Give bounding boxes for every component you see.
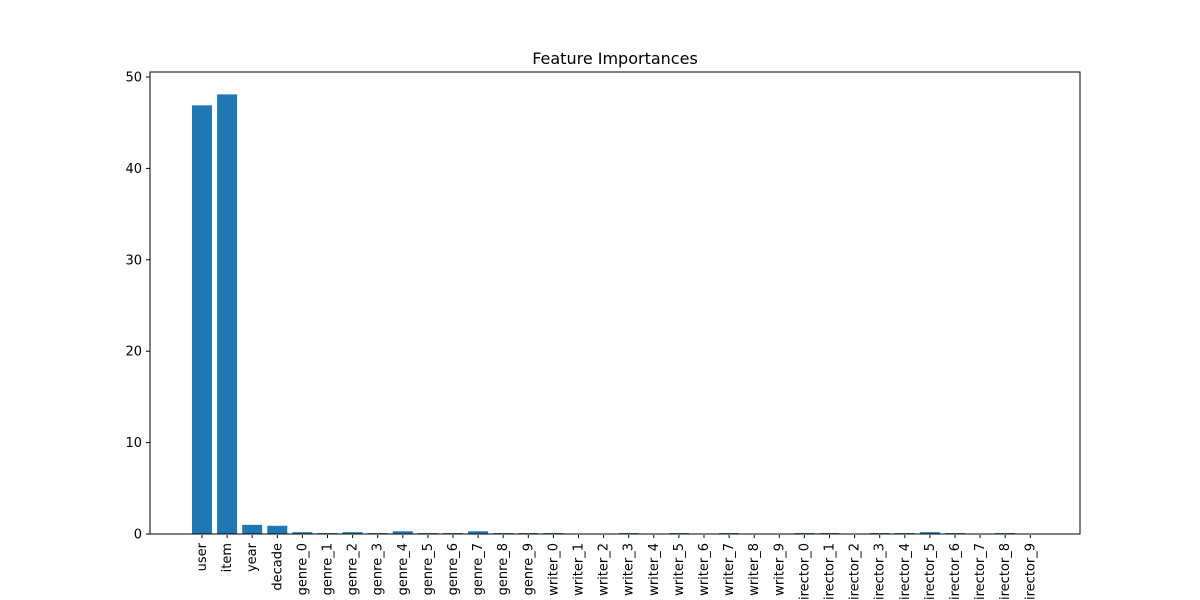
x-tick-label: writer_9 [772,543,787,596]
x-tick-label: genre_1 [321,543,336,595]
x-tick-label: genre_6 [446,543,461,595]
x-tick-label: writer_5 [672,543,687,596]
bar-director_5 [919,532,940,534]
x-tick-label: writer_4 [647,543,662,596]
bar-genre_0 [292,532,313,534]
x-tick-label: writer_8 [747,543,762,596]
x-tick-label: director_1 [823,543,838,600]
x-tick-label: writer_1 [572,543,587,596]
y-axis: 0 10 20 30 40 50 [125,71,150,543]
x-tick-label: writer_0 [546,543,561,596]
y-tick-label: 0 [134,528,142,543]
bar-item [217,94,238,535]
bar-year [242,524,263,534]
plot-frame [149,71,1081,535]
y-tick-label: 10 [125,436,142,451]
x-tick-label: genre_8 [496,543,511,595]
x-tick-label: director_2 [848,543,863,600]
x-tick-label: genre_9 [521,543,536,595]
x-tick-label: genre_7 [471,543,486,595]
y-tick-label: 40 [125,162,142,177]
x-tick-label: year [245,542,260,572]
x-tick-label: genre_2 [346,543,361,595]
x-tick-label: writer_3 [622,543,637,596]
x-tick-label: user [195,542,210,571]
x-tick-label: writer_7 [722,543,737,596]
bar-genre_2 [342,532,363,534]
bars-group [192,94,1016,535]
bar-decade [267,525,288,534]
x-tick-label: item [220,543,235,572]
x-tick-label: decade [270,543,285,591]
bar-genre_7 [468,531,489,534]
x-tick-label: genre_3 [371,543,386,595]
x-tick-label: director_5 [923,543,938,600]
x-tick-label: genre_4 [396,543,411,595]
y-tick-label: 50 [125,71,142,86]
y-tick-label: 30 [125,253,142,268]
x-tick-label: director_3 [873,543,888,600]
x-tick-label: genre_5 [421,543,436,595]
x-tick-label: director_4 [898,543,913,600]
x-tick-label: director_0 [797,543,812,600]
bar-user [192,105,212,534]
x-tick-label: writer_2 [597,543,612,596]
x-axis: user item year decade genre_0 genre_1 genre_2 g… [195,535,1038,600]
chart-title: Feature Importances [532,49,698,68]
x-tick-label: director_6 [948,543,963,600]
x-tick-label: genre_0 [295,543,310,595]
x-tick-label: director_9 [1023,543,1038,600]
x-tick-label: writer_6 [697,543,712,596]
bar-genre_4 [392,531,413,534]
y-tick-label: 20 [125,345,142,360]
x-tick-label: director_8 [998,543,1013,600]
x-tick-label: director_7 [973,543,988,600]
